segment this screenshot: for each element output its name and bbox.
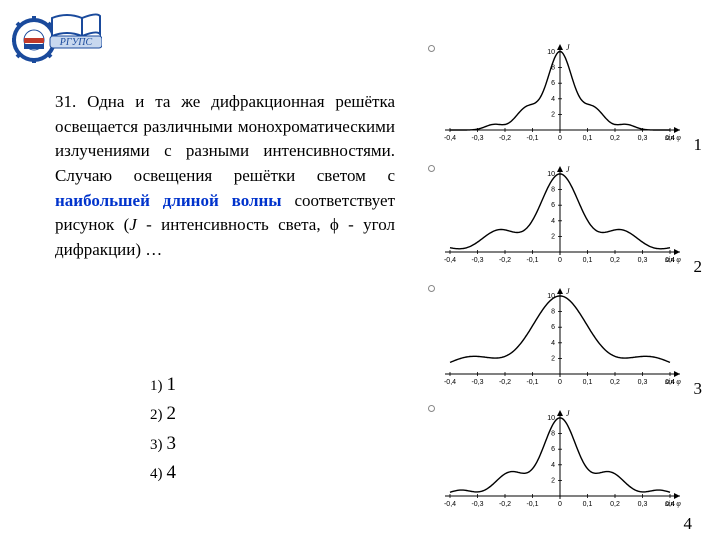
svg-text:-0,2: -0,2 bbox=[499, 501, 511, 508]
svg-text:4: 4 bbox=[551, 218, 555, 225]
svg-text:10: 10 bbox=[547, 49, 555, 56]
svg-text:0,2: 0,2 bbox=[610, 135, 620, 142]
svg-text:-0,2: -0,2 bbox=[499, 135, 511, 142]
graph-label: 1 bbox=[694, 135, 703, 155]
svg-text:8: 8 bbox=[551, 431, 555, 438]
question-highlight: наибольшей длиной волны bbox=[55, 191, 282, 210]
svg-text:-0,2: -0,2 bbox=[499, 257, 511, 264]
svg-text:0,1: 0,1 bbox=[583, 135, 593, 142]
book-icon bbox=[52, 14, 100, 36]
plot-svg: -0,4-0,3-0,2-0,100,10,20,30,4 246810 sin… bbox=[435, 406, 685, 516]
svg-text:2: 2 bbox=[551, 477, 555, 484]
plot-svg: -0,4-0,3-0,2-0,100,10,20,30,4 246810 sin… bbox=[435, 284, 685, 394]
svg-text:0,1: 0,1 bbox=[583, 379, 593, 386]
svg-text:2: 2 bbox=[551, 233, 555, 240]
svg-text:0,3: 0,3 bbox=[638, 135, 648, 142]
svg-text:0,2: 0,2 bbox=[610, 257, 620, 264]
graph-label: 2 bbox=[694, 257, 703, 277]
answer-option: 3)3 bbox=[150, 429, 176, 458]
svg-text:-0,1: -0,1 bbox=[526, 135, 538, 142]
svg-text:sin φ: sin φ bbox=[665, 377, 681, 386]
svg-text:-0,4: -0,4 bbox=[444, 379, 456, 386]
svg-text:-0,1: -0,1 bbox=[526, 501, 538, 508]
svg-text:4: 4 bbox=[551, 462, 555, 469]
svg-text:2: 2 bbox=[551, 111, 555, 118]
svg-text:0,3: 0,3 bbox=[638, 379, 648, 386]
diffraction-plot: -0,4-0,3-0,2-0,100,10,20,30,4 246810 sin… bbox=[435, 284, 700, 404]
svg-text:-0,4: -0,4 bbox=[444, 501, 456, 508]
phi-symbol: ϕ bbox=[330, 215, 339, 234]
svg-text:-0,2: -0,2 bbox=[499, 379, 511, 386]
svg-text:J: J bbox=[566, 43, 570, 52]
svg-text:-0,1: -0,1 bbox=[526, 379, 538, 386]
svg-text:sin φ: sin φ bbox=[665, 255, 681, 264]
logo: РГУПС bbox=[12, 8, 102, 63]
svg-text:sin φ: sin φ bbox=[665, 499, 681, 508]
svg-text:0: 0 bbox=[558, 379, 562, 386]
bullet-icon bbox=[428, 165, 435, 172]
j-symbol: J bbox=[129, 215, 137, 234]
diffraction-plot: -0,4-0,3-0,2-0,100,10,20,30,4 246810 sin… bbox=[435, 162, 700, 282]
svg-text:-0,1: -0,1 bbox=[526, 257, 538, 264]
question-number: 31. bbox=[55, 92, 76, 111]
svg-text:-0,3: -0,3 bbox=[471, 501, 483, 508]
svg-text:-0,3: -0,3 bbox=[471, 379, 483, 386]
diffraction-plot: -0,4-0,3-0,2-0,100,10,20,30,4 246810 sin… bbox=[435, 40, 700, 160]
svg-text:0,2: 0,2 bbox=[610, 379, 620, 386]
svg-text:8: 8 bbox=[551, 309, 555, 316]
svg-text:-0,4: -0,4 bbox=[444, 257, 456, 264]
svg-text:J: J bbox=[566, 287, 570, 296]
svg-text:0,3: 0,3 bbox=[638, 501, 648, 508]
question-body-1: Одна и та же дифракционная решётка освещ… bbox=[55, 92, 395, 185]
svg-text:-0,3: -0,3 bbox=[471, 135, 483, 142]
svg-text:J: J bbox=[566, 165, 570, 174]
svg-text:0,1: 0,1 bbox=[583, 257, 593, 264]
svg-text:10: 10 bbox=[547, 415, 555, 422]
j-desc: - интенсивность света, bbox=[137, 215, 330, 234]
plot-svg: -0,4-0,3-0,2-0,100,10,20,30,4 246810 sin… bbox=[435, 40, 685, 150]
answer-option: 1)1 bbox=[150, 370, 176, 399]
svg-text:0,2: 0,2 bbox=[610, 501, 620, 508]
plot-svg: -0,4-0,3-0,2-0,100,10,20,30,4 246810 sin… bbox=[435, 162, 685, 272]
svg-text:6: 6 bbox=[551, 446, 555, 453]
answer-list: 1)1 2)2 3)3 4)4 bbox=[150, 370, 176, 488]
svg-text:0: 0 bbox=[558, 135, 562, 142]
svg-text:-0,3: -0,3 bbox=[471, 257, 483, 264]
answer-option: 4)4 bbox=[150, 458, 176, 487]
bullet-icon bbox=[428, 285, 435, 292]
graph-4-label: 4 bbox=[684, 514, 693, 534]
svg-text:4: 4 bbox=[551, 340, 555, 347]
svg-text:2: 2 bbox=[551, 355, 555, 362]
graph-label: 3 bbox=[694, 379, 703, 399]
svg-text:0,3: 0,3 bbox=[638, 257, 648, 264]
diffraction-plot: -0,4-0,3-0,2-0,100,10,20,30,4 246810 sin… bbox=[435, 406, 700, 526]
svg-text:-0,4: -0,4 bbox=[444, 135, 456, 142]
svg-text:6: 6 bbox=[551, 202, 555, 209]
answer-option: 2)2 bbox=[150, 399, 176, 428]
svg-text:0: 0 bbox=[558, 257, 562, 264]
svg-text:6: 6 bbox=[551, 80, 555, 87]
svg-text:0,1: 0,1 bbox=[583, 501, 593, 508]
logo-text: РГУПС bbox=[59, 37, 93, 48]
svg-text:8: 8 bbox=[551, 187, 555, 194]
svg-text:6: 6 bbox=[551, 324, 555, 331]
svg-text:J: J bbox=[566, 409, 570, 418]
svg-text:sin φ: sin φ bbox=[665, 133, 681, 142]
svg-text:0: 0 bbox=[558, 501, 562, 508]
svg-text:4: 4 bbox=[551, 96, 555, 103]
graphs-column: -0,4-0,3-0,2-0,100,10,20,30,4 246810 sin… bbox=[435, 40, 700, 528]
bullet-icon bbox=[428, 45, 435, 52]
bullet-icon bbox=[428, 405, 435, 412]
question-text: 31. Одна и та же дифракционная решётка о… bbox=[55, 90, 395, 262]
